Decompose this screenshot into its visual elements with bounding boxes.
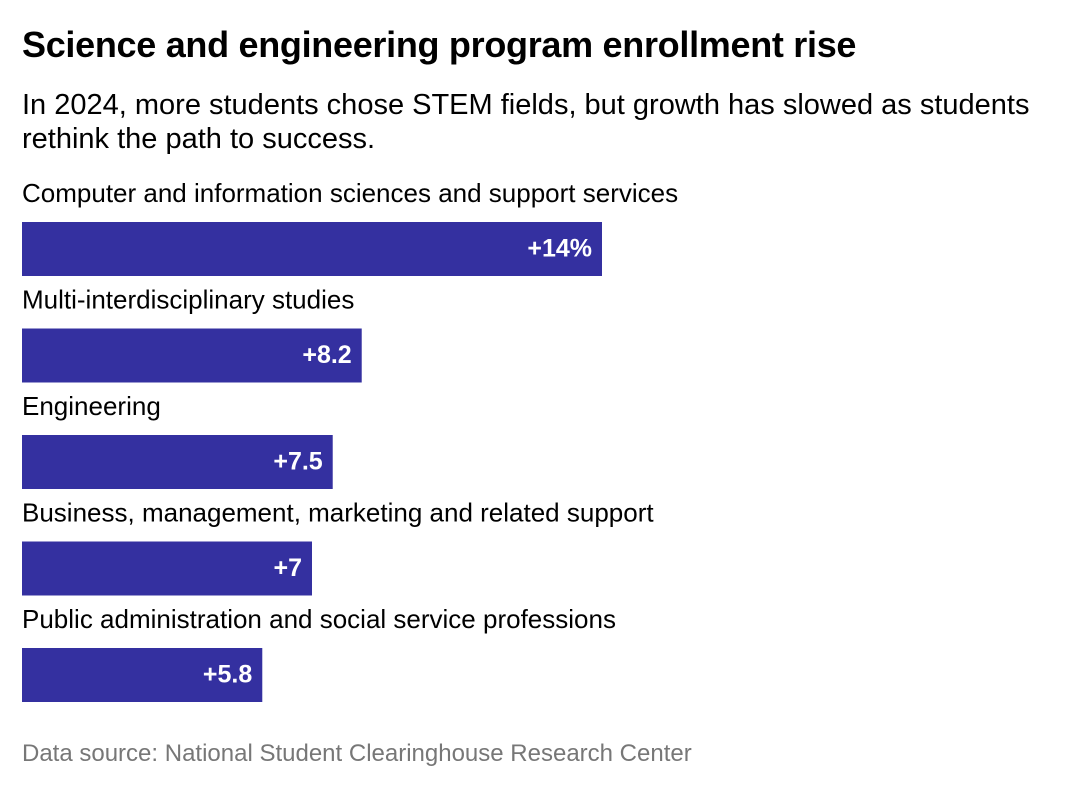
- category-label: Computer and information sciences and su…: [22, 178, 678, 208]
- source-note: Data source: National Student Clearingho…: [22, 740, 692, 767]
- category-label: Engineering: [22, 391, 161, 421]
- value-label: +14%: [527, 235, 592, 263]
- value-label: +8.2: [302, 341, 351, 369]
- chart-subtitle: In 2024, more students chose STEM fields…: [22, 89, 1030, 155]
- value-label: +5.8: [203, 661, 252, 689]
- bar: [22, 648, 263, 702]
- bar: [22, 328, 362, 383]
- category-label: Public administration and social service…: [22, 604, 616, 634]
- bar: [22, 435, 333, 489]
- value-label: +7.5: [273, 448, 322, 476]
- bar: [22, 222, 602, 276]
- category-label: Business, management, marketing and rela…: [22, 497, 654, 527]
- category-label: Multi-interdisciplinary studies: [22, 284, 354, 314]
- bar: [22, 541, 312, 596]
- value-label: +7: [273, 554, 302, 582]
- chart-title: Science and engineering program enrollme…: [22, 24, 857, 65]
